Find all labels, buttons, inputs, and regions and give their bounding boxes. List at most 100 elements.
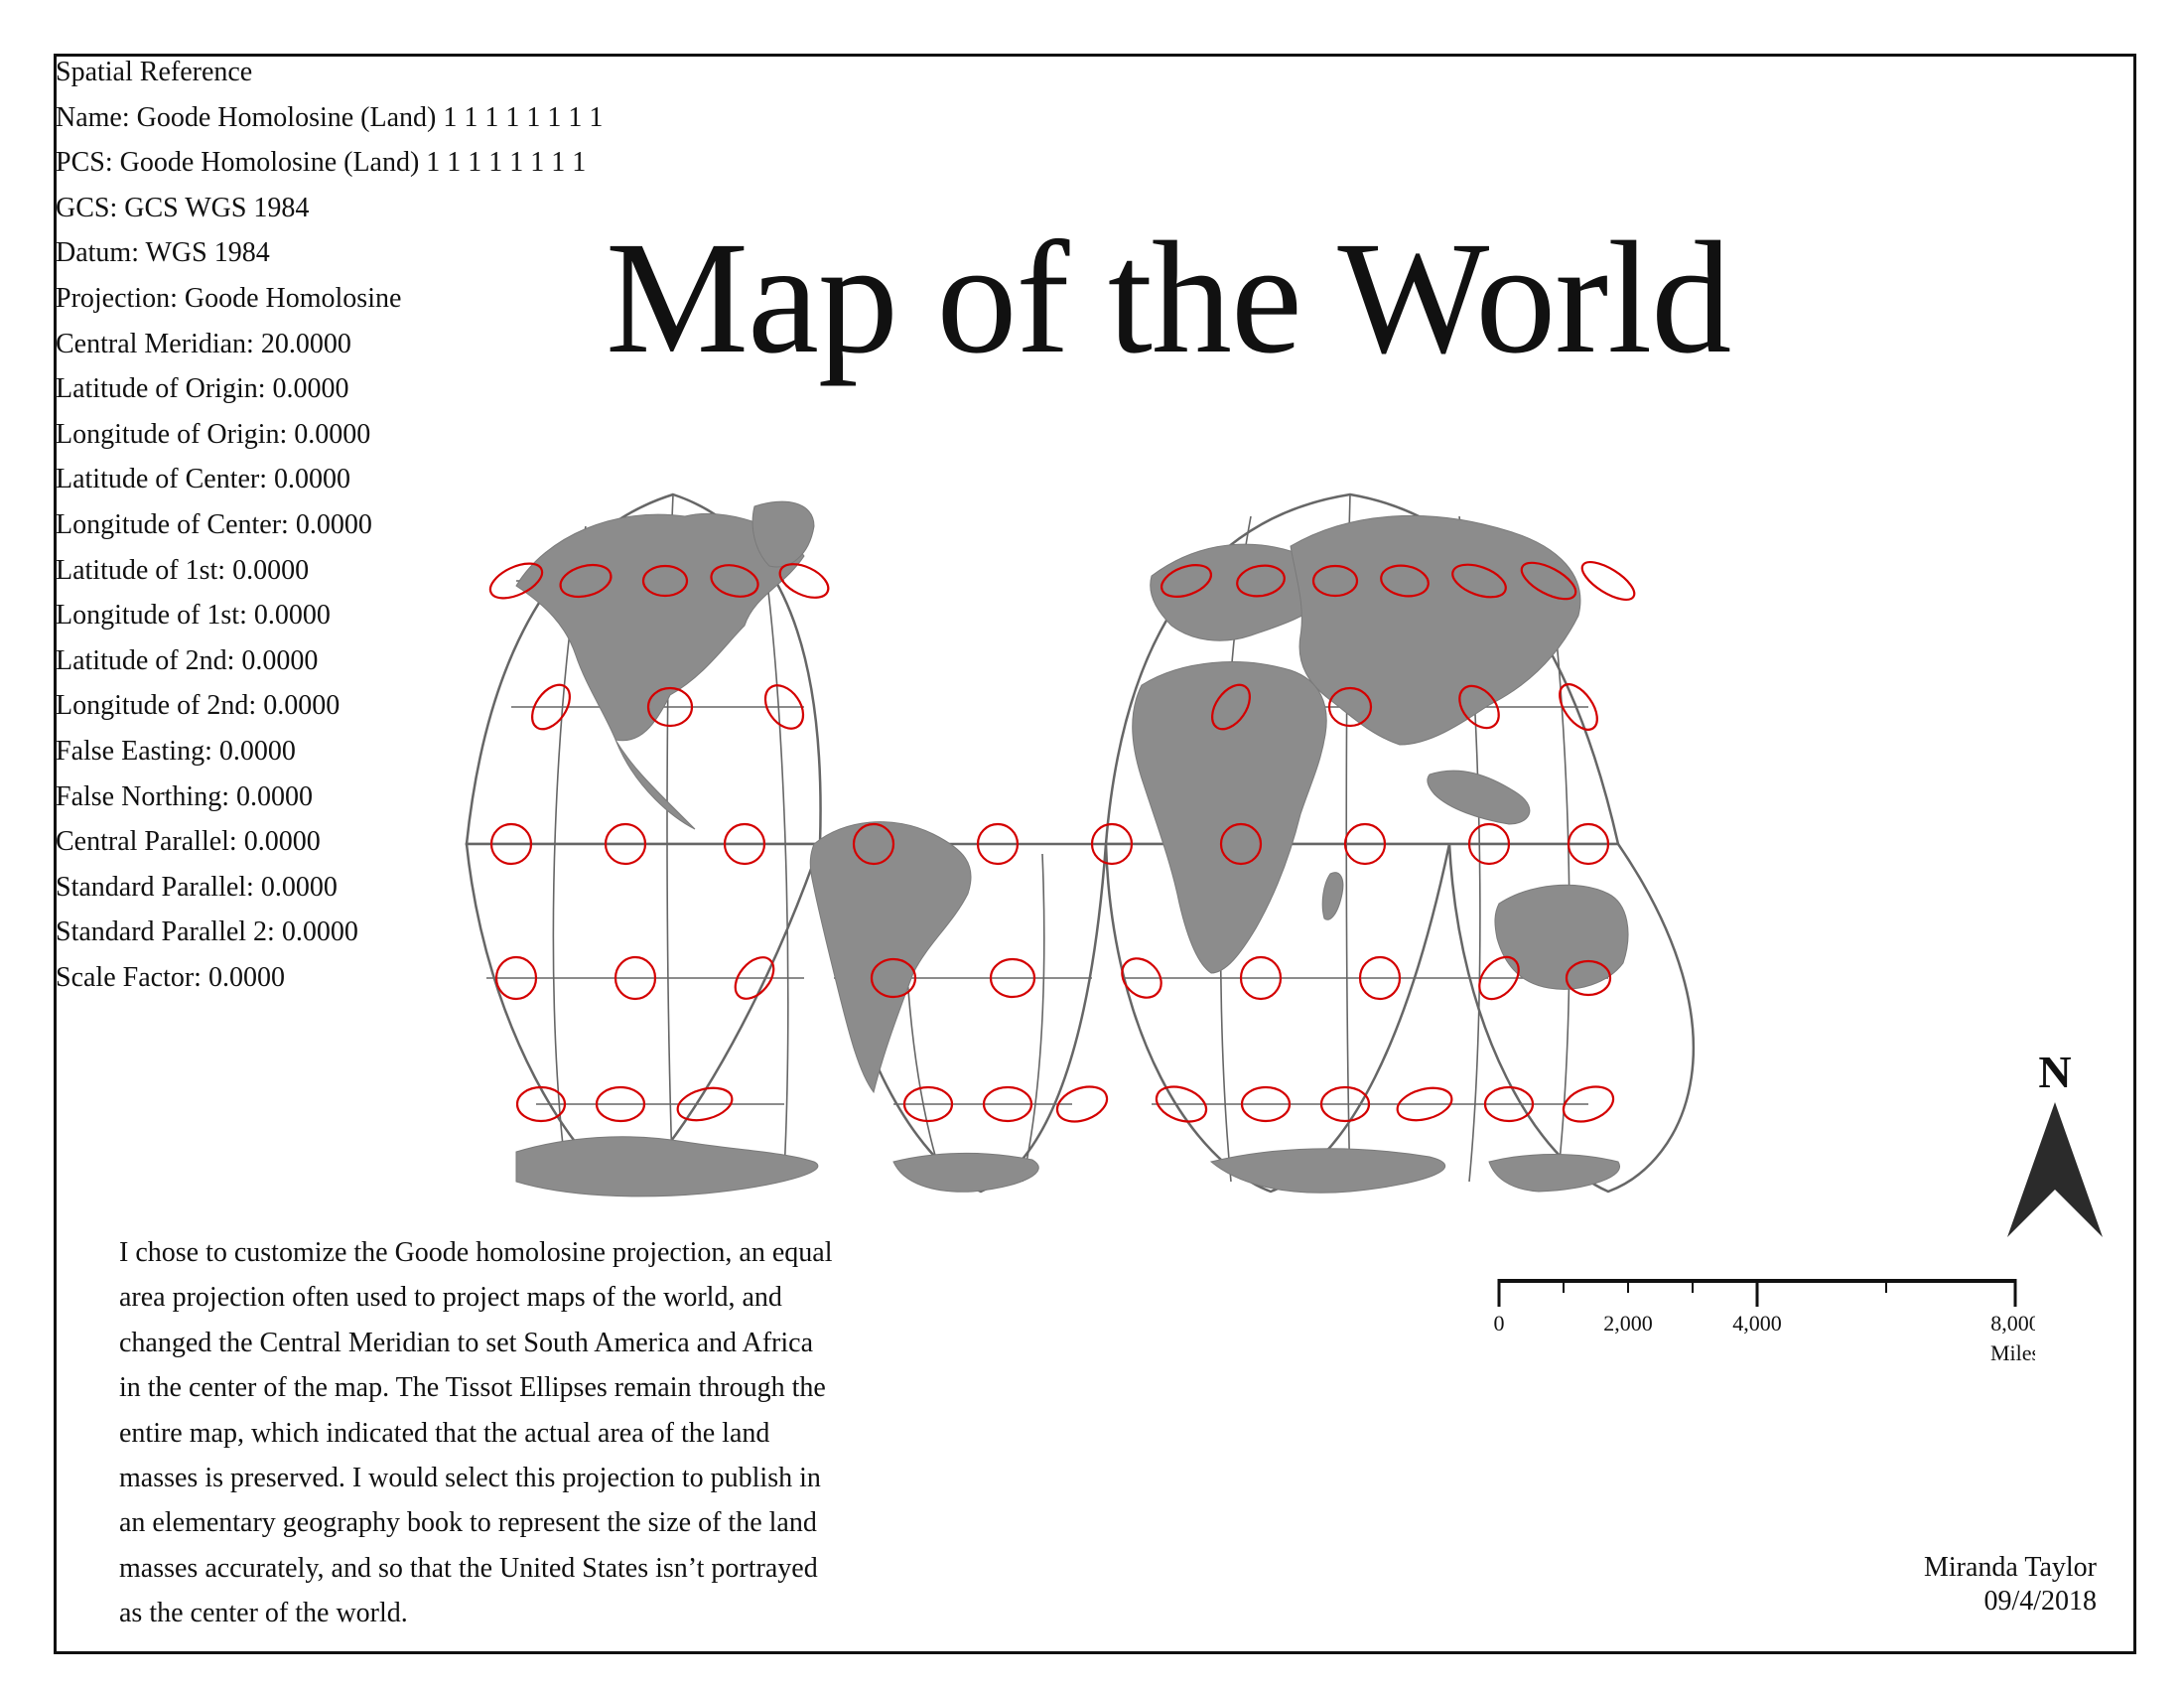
description-text: I chose to customize the Goode homolosin… — [119, 1230, 953, 1636]
meridian-line — [1022, 853, 1045, 1183]
land-africa — [1132, 661, 1327, 974]
tissot-ellipse — [734, 956, 775, 1000]
tissot-ellipse — [1562, 1085, 1615, 1123]
tissot-ellipse — [1567, 822, 1610, 866]
spatial-ref-line: Latitude of 1st: 0.0000 — [56, 554, 310, 586]
tissot-ellipse — [1239, 955, 1283, 1001]
tissot-ellipse — [641, 564, 689, 598]
tissot-ellipse — [1483, 1085, 1535, 1123]
tissot-ellipse — [1160, 564, 1212, 598]
scale-label: 8,000 — [1990, 1311, 2035, 1336]
tissot-ellipse — [559, 563, 613, 599]
tissot-ellipse — [604, 822, 647, 866]
spatial-ref-line: Latitude of Origin: 0.0000 — [56, 373, 349, 405]
spatial-ref-line: Projection: Goode Homolosine — [56, 282, 402, 314]
land-southeast-asia — [1427, 770, 1531, 825]
scale-unit: Miles — [1990, 1340, 2035, 1365]
spatial-reference-block: Spatial Reference Name: Goode Homolosine… — [56, 50, 751, 1000]
tissot-indicatrix — [488, 561, 1636, 1123]
map-title: Map of the World — [606, 210, 1731, 387]
tissot-ellipse — [1358, 955, 1402, 1001]
tissot-ellipse — [989, 957, 1036, 999]
spatial-ref-line: False Northing: 0.0000 — [56, 780, 313, 812]
land-greenland — [751, 500, 815, 568]
spatial-ref-line: Latitude of Center: 0.0000 — [56, 464, 351, 495]
author-name: Miranda Taylor — [1923, 1552, 2097, 1583]
tissot-ellipse — [1478, 955, 1520, 1001]
spatial-ref-line: False Easting: 0.0000 — [56, 735, 296, 767]
spatial-ref-line: Central Meridian: 20.0000 — [56, 328, 351, 359]
map-frame — [54, 54, 2136, 1654]
world-map — [465, 492, 1696, 1197]
tissot-ellipse — [902, 1085, 954, 1123]
spatial-ref-line: Standard Parallel: 0.0000 — [56, 871, 338, 903]
north-arrow-icon — [2007, 1102, 2103, 1237]
tissot-ellipse — [852, 822, 895, 866]
spatial-ref-line: Central Parallel: 0.0000 — [56, 826, 321, 858]
description-line: I chose to customize the Goode homolosin… — [119, 1237, 833, 1268]
description-line: area projection often used to project ma… — [119, 1282, 782, 1314]
spatial-ref-line: Longitude of Origin: 0.0000 — [56, 418, 371, 450]
tissot-ellipse — [1055, 1085, 1109, 1123]
author-date: 09/4/2018 — [1983, 1586, 2097, 1617]
land-south-america — [809, 821, 972, 1094]
land-australia — [1494, 884, 1629, 990]
tissot-ellipse — [710, 564, 759, 598]
spatial-ref-line: PCS: Goode Homolosine (Land) 1 1 1 1 1 1… — [56, 147, 587, 179]
spatial-ref-line: Datum: WGS 1984 — [56, 237, 270, 269]
spatial-ref-line: GCS: GCS WGS 1984 — [56, 192, 310, 223]
tissot-ellipse — [723, 822, 766, 866]
tissot-ellipse — [488, 562, 544, 600]
land-asia — [1290, 514, 1581, 746]
tissot-ellipse — [1327, 686, 1373, 728]
tissot-ellipse — [763, 684, 805, 730]
description-line: an elementary geography book to represen… — [119, 1507, 817, 1539]
tissot-ellipse — [1319, 1085, 1371, 1123]
tissot-ellipse — [1559, 683, 1598, 731]
tissot-ellipse — [1343, 822, 1387, 866]
description-line: masses accurately, and so that the Unite… — [119, 1552, 818, 1584]
tissot-ellipse — [982, 1085, 1033, 1123]
tissot-ellipse — [676, 1086, 734, 1122]
signature-block: Miranda Taylor 09/4/2018 — [1924, 1551, 2097, 1618]
description-line: changed the Central Meridian to set Sout… — [119, 1327, 814, 1358]
tissot-ellipse — [1458, 684, 1500, 730]
tissot-ellipse — [778, 563, 830, 599]
tissot-ellipse — [494, 955, 538, 1001]
land-central-america — [614, 739, 696, 830]
north-arrow: N — [2007, 1047, 2103, 1237]
tissot-ellipse — [489, 822, 533, 866]
scale-bar: 0 2,000 4,000 8,000 Miles — [1494, 1279, 2035, 1365]
spatial-ref-line: Scale Factor: 0.0000 — [56, 961, 285, 993]
scale-label: 4,000 — [1732, 1311, 1782, 1336]
spatial-ref-line: Name: Goode Homolosine (Land) 1 1 1 1 1 … — [56, 101, 604, 133]
tissot-ellipse — [1240, 1085, 1292, 1123]
description-line: masses is preserved. I would select this… — [119, 1463, 821, 1494]
tissot-ellipse — [976, 822, 1020, 866]
tissot-ellipse — [1451, 563, 1507, 599]
tissot-ellipse — [1090, 822, 1134, 866]
description-line: in the center of the map. The Tissot Ell… — [119, 1372, 826, 1404]
tissot-ellipse — [515, 1085, 567, 1123]
tissot-ellipse — [531, 683, 571, 731]
spatial-ref-line: Standard Parallel 2: 0.0000 — [56, 916, 358, 948]
spatial-ref-line: Latitude of 2nd: 0.0000 — [56, 644, 319, 676]
spatial-ref-line: Longitude of Center: 0.0000 — [56, 508, 372, 540]
spatial-ref-line: Longitude of 1st: 0.0000 — [56, 600, 331, 632]
tissot-ellipse — [1155, 1085, 1208, 1123]
tissot-ellipse — [1121, 957, 1162, 999]
tissot-ellipse — [870, 957, 917, 999]
tissot-ellipse — [1219, 822, 1263, 866]
tissot-ellipse — [1396, 1086, 1453, 1122]
tissot-ellipse — [1380, 564, 1430, 598]
north-arrow-label: N — [2038, 1047, 2071, 1097]
spatial-ref-line: Spatial Reference — [56, 57, 253, 87]
scale-label: 0 — [1494, 1311, 1505, 1336]
tissot-ellipse — [1236, 564, 1286, 598]
tissot-ellipse — [646, 686, 694, 728]
tissot-ellipse — [1565, 959, 1612, 997]
spatial-ref-line: Longitude of 2nd: 0.0000 — [56, 690, 341, 722]
land-madagascar — [1321, 872, 1344, 920]
description-line: entire map, which indicated that the act… — [119, 1417, 770, 1449]
land-antarctica — [515, 1136, 1621, 1197]
